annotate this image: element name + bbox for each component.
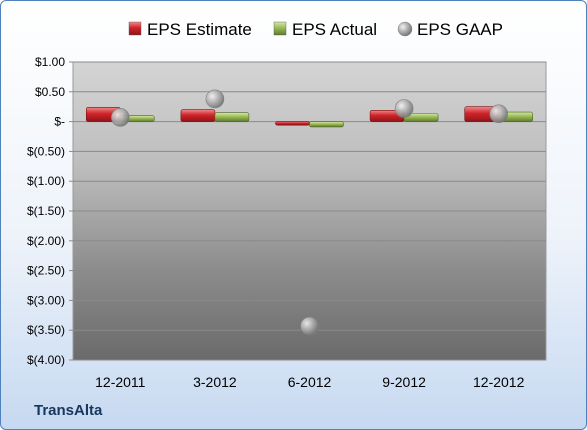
eps-actual-bar <box>309 121 344 128</box>
eps-gaap-point <box>300 316 319 336</box>
eps-gaap-point <box>205 89 225 109</box>
y-tick-label: $(4.00) <box>27 353 65 367</box>
legend: EPS Estimate EPS Actual EPS GAAP <box>128 20 503 39</box>
x-tick-label: 12-2011 <box>95 374 146 390</box>
y-tick-label: $(2.00) <box>27 234 65 248</box>
eps-actual-bar <box>214 112 250 122</box>
eps-gaap-point <box>489 104 509 124</box>
x-axis: 12-2011 3-2012 6-2012 9-2012 12-2012 <box>95 374 524 390</box>
y-tick-label: $1.00 <box>35 55 65 69</box>
y-tick-label: $(0.50) <box>27 144 65 158</box>
company-name: TransAlta <box>34 402 103 419</box>
eps-estimate-bar <box>180 109 216 122</box>
legend-swatch <box>273 21 287 36</box>
x-tick-label: 9-2012 <box>382 374 426 390</box>
gaap-points <box>111 89 509 336</box>
legend-swatch <box>128 21 142 36</box>
y-tick-label: $(1.50) <box>27 204 65 218</box>
y-tick-label: $(2.50) <box>27 264 65 278</box>
legend-label: EPS Actual <box>292 20 377 39</box>
legend-label: EPS Estimate <box>147 20 252 39</box>
y-tick-label: $(3.50) <box>27 323 65 337</box>
y-tick-label: $0.50 <box>35 85 65 99</box>
legend-item-eps-actual: EPS Actual <box>273 20 377 39</box>
legend-item-eps-gaap: EPS GAAP <box>397 20 503 39</box>
y-tick-label: $(1.00) <box>27 174 65 188</box>
y-tick-label: $(3.00) <box>27 293 65 307</box>
x-tick-label: 12-2012 <box>473 374 525 390</box>
x-tick-label: 3-2012 <box>193 374 237 390</box>
y-axis: $1.00 $0.50 $- $(0.50) $(1.00) $(1.50) $(2.00)… <box>27 55 73 367</box>
y-tick-label: $- <box>54 115 65 129</box>
eps-gaap-point <box>111 108 130 127</box>
x-tick-label: 6-2012 <box>288 374 332 390</box>
eps-gaap-point <box>394 99 414 118</box>
legend-label: EPS GAAP <box>417 20 503 39</box>
eps-estimate-bar <box>275 121 310 126</box>
legend-item-eps-estimate: EPS Estimate <box>128 20 252 39</box>
legend-swatch <box>397 21 413 37</box>
